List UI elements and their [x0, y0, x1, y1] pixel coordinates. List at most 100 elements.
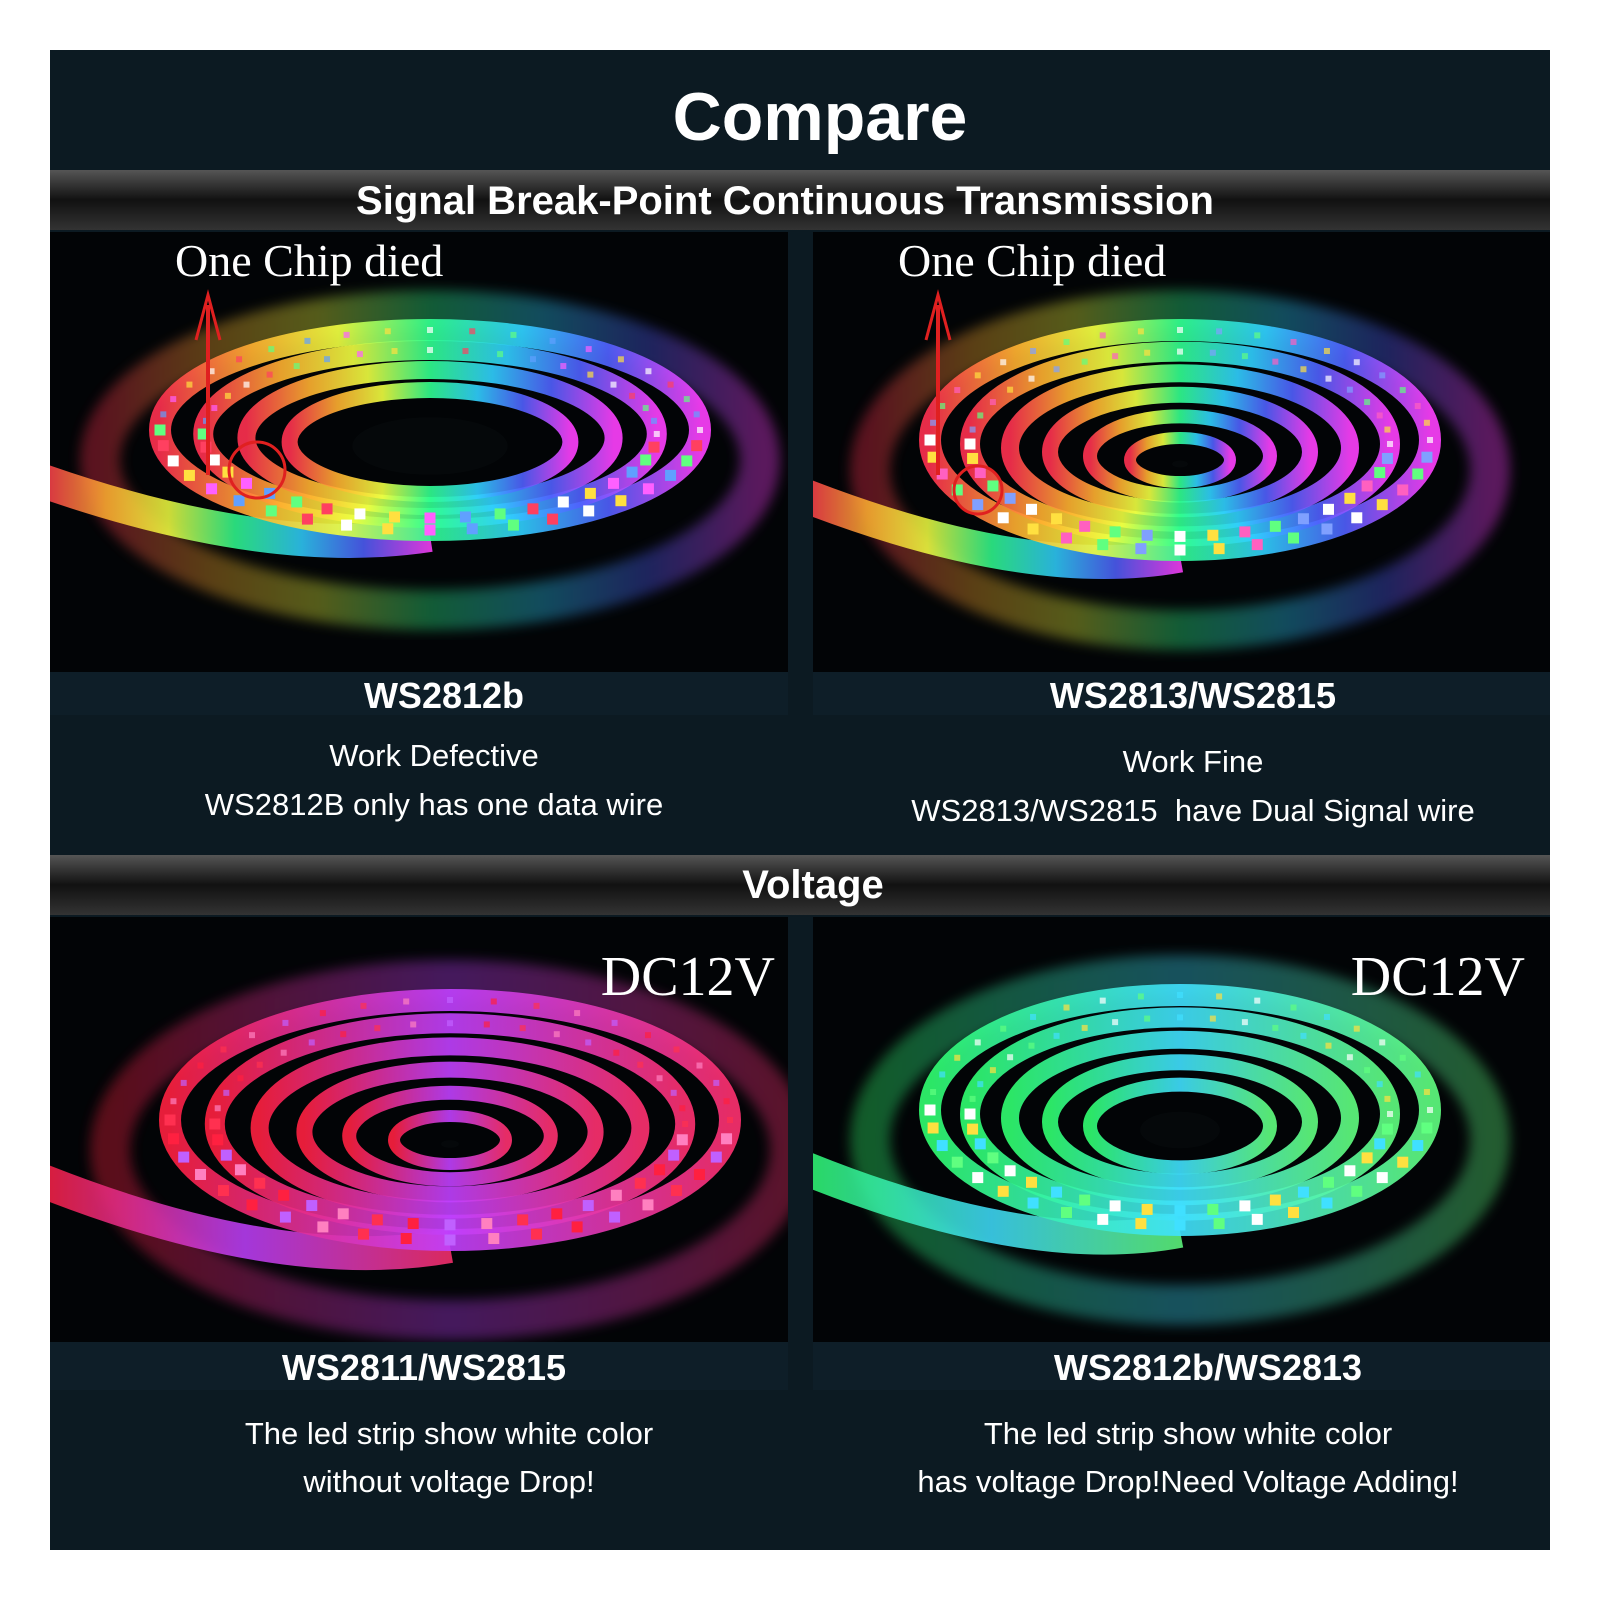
led-chip — [533, 1002, 540, 1009]
led-chip — [987, 480, 999, 492]
coil-hole — [352, 417, 508, 475]
led-chip — [234, 1164, 246, 1176]
led-chip — [656, 1075, 663, 1082]
led-chip — [654, 1164, 666, 1176]
led-chip — [1397, 484, 1409, 496]
led-chip — [691, 440, 703, 452]
led-chip — [444, 1234, 456, 1246]
led-chip — [723, 1098, 730, 1105]
led-chip — [727, 1117, 733, 1123]
led-chip — [1251, 539, 1263, 551]
led-chip — [1241, 1019, 1248, 1026]
led-chip — [180, 1079, 187, 1086]
led-chip — [1344, 1165, 1356, 1177]
led-ring — [388, 1110, 512, 1170]
led-chip — [582, 1200, 594, 1212]
led-chip — [1287, 532, 1299, 544]
led-chip — [1412, 1140, 1424, 1152]
led-chip — [693, 1168, 705, 1180]
led-chip — [665, 469, 677, 481]
coil-hole — [1140, 1111, 1220, 1149]
description: WS2812B only has one data wire — [205, 787, 663, 822]
led-chip — [488, 1233, 500, 1245]
led-chip — [1007, 386, 1014, 393]
led-chip — [1109, 526, 1121, 538]
led-chip — [667, 381, 674, 388]
led-chip — [178, 1151, 190, 1163]
led-chip — [1353, 1025, 1360, 1032]
led-chip — [967, 1123, 979, 1135]
led-chip — [202, 417, 209, 424]
led-chip — [645, 368, 652, 375]
led-chip — [319, 1010, 326, 1017]
led-chip — [1213, 543, 1225, 555]
led-chip — [653, 431, 660, 437]
led-chip — [1374, 467, 1386, 479]
led-chip — [517, 1214, 529, 1226]
annotation: One Chip died — [898, 235, 1166, 286]
led-chip — [1376, 412, 1383, 419]
led-chip — [640, 454, 652, 466]
led-chip — [1364, 1067, 1371, 1074]
led-chip — [585, 346, 592, 353]
led-chip — [1081, 1024, 1088, 1031]
led-chip — [483, 1021, 490, 1028]
strip-tail — [813, 1153, 1184, 1255]
led-chip — [1384, 1095, 1391, 1102]
led-chip — [626, 466, 638, 478]
led-chip — [610, 381, 617, 388]
section-heading: Voltage — [742, 863, 884, 907]
led-chip — [389, 511, 401, 523]
led-chip — [1344, 492, 1356, 504]
led-chip — [410, 1021, 417, 1028]
led-chip — [721, 1133, 733, 1145]
led-chip — [676, 1134, 688, 1146]
led-chip — [306, 1200, 318, 1212]
led-chip — [357, 1228, 369, 1240]
led-chip — [939, 403, 946, 410]
led-chip — [236, 356, 243, 363]
led-chip — [1004, 1165, 1016, 1177]
led-chip — [391, 348, 398, 355]
led-chip — [200, 441, 212, 453]
led-chip — [1427, 1107, 1433, 1113]
led-chip — [560, 363, 567, 370]
led-chip — [1376, 1172, 1388, 1184]
led-chip — [1269, 520, 1281, 532]
led-chip — [1174, 1219, 1186, 1231]
description: WS2813/WS2815 have Dual Signal wire — [911, 793, 1474, 828]
led-chip — [459, 511, 471, 523]
led-chip — [1421, 1122, 1433, 1134]
led-chip — [249, 1032, 256, 1039]
strip-tail — [50, 465, 433, 558]
led-chip — [1030, 1013, 1037, 1020]
led-chip — [977, 412, 984, 419]
led-chip — [1135, 543, 1147, 555]
led-chip — [954, 1054, 961, 1061]
led-chip — [1351, 1185, 1363, 1197]
led-chip — [1254, 332, 1261, 339]
led-chip — [1297, 1186, 1309, 1198]
led-chip — [183, 469, 195, 481]
led-chip — [1141, 529, 1153, 541]
led-chip — [1421, 451, 1433, 463]
led-chip — [1323, 348, 1330, 355]
highlight-circle — [952, 464, 1004, 516]
led-chip — [924, 434, 936, 446]
led-chip — [1081, 358, 1088, 365]
led-chip — [1346, 1054, 1353, 1061]
led-chip — [1099, 332, 1106, 339]
led-chip — [212, 1134, 224, 1146]
led-chip — [462, 348, 469, 355]
annotation: DC12V — [601, 946, 775, 1008]
led-chip — [927, 451, 939, 463]
label-band — [813, 1342, 1550, 1390]
led-chip — [371, 1214, 383, 1226]
led-chip — [997, 512, 1009, 524]
led-chip — [682, 1121, 689, 1127]
led-chip — [613, 1049, 620, 1056]
led-chip — [279, 1211, 291, 1223]
led-chip — [256, 1061, 263, 1068]
led-chip — [519, 1025, 526, 1032]
